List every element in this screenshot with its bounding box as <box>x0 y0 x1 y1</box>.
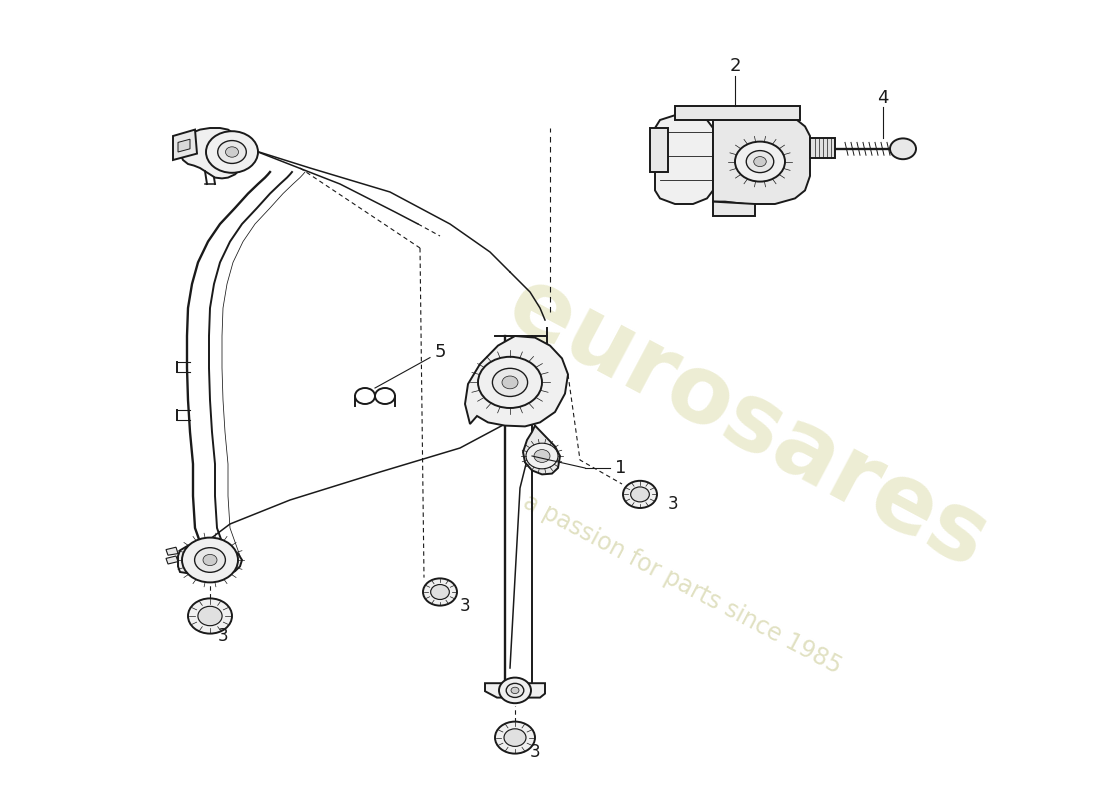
Polygon shape <box>166 547 178 555</box>
Text: 3: 3 <box>668 495 679 513</box>
Circle shape <box>182 538 238 582</box>
Bar <box>650 128 668 172</box>
Circle shape <box>735 142 785 182</box>
Circle shape <box>493 368 528 397</box>
Circle shape <box>746 150 773 173</box>
Polygon shape <box>180 128 245 178</box>
Polygon shape <box>713 202 755 216</box>
Circle shape <box>504 729 526 746</box>
Polygon shape <box>178 544 242 576</box>
Bar <box>675 106 800 120</box>
Circle shape <box>198 606 222 626</box>
Circle shape <box>204 554 217 566</box>
Text: 1: 1 <box>615 459 626 477</box>
Circle shape <box>495 722 535 754</box>
Text: 3: 3 <box>530 743 540 761</box>
Text: 3: 3 <box>460 598 471 615</box>
Text: 4: 4 <box>878 89 889 106</box>
Circle shape <box>623 481 657 508</box>
Polygon shape <box>465 336 568 426</box>
Circle shape <box>188 598 232 634</box>
Circle shape <box>478 357 542 408</box>
Circle shape <box>430 585 450 599</box>
Text: 3: 3 <box>218 627 229 645</box>
Circle shape <box>630 487 649 502</box>
Text: eurosares: eurosares <box>493 259 1003 589</box>
Circle shape <box>512 687 519 694</box>
Circle shape <box>499 678 531 703</box>
Polygon shape <box>713 120 810 204</box>
Polygon shape <box>173 130 197 160</box>
Circle shape <box>754 157 767 166</box>
Circle shape <box>226 146 239 157</box>
Polygon shape <box>166 556 178 564</box>
Text: 5: 5 <box>434 343 447 361</box>
Bar <box>810 138 835 158</box>
Circle shape <box>890 138 916 159</box>
Polygon shape <box>178 139 190 152</box>
Circle shape <box>506 683 524 698</box>
Circle shape <box>502 376 518 389</box>
Polygon shape <box>522 426 560 474</box>
Polygon shape <box>485 683 544 698</box>
Text: 2: 2 <box>729 58 740 75</box>
Circle shape <box>526 443 558 469</box>
Polygon shape <box>654 115 713 204</box>
Circle shape <box>534 450 550 462</box>
Circle shape <box>195 548 226 572</box>
Circle shape <box>206 131 258 173</box>
Text: a passion for parts since 1985: a passion for parts since 1985 <box>519 490 845 678</box>
Circle shape <box>424 578 456 606</box>
Circle shape <box>218 141 246 163</box>
